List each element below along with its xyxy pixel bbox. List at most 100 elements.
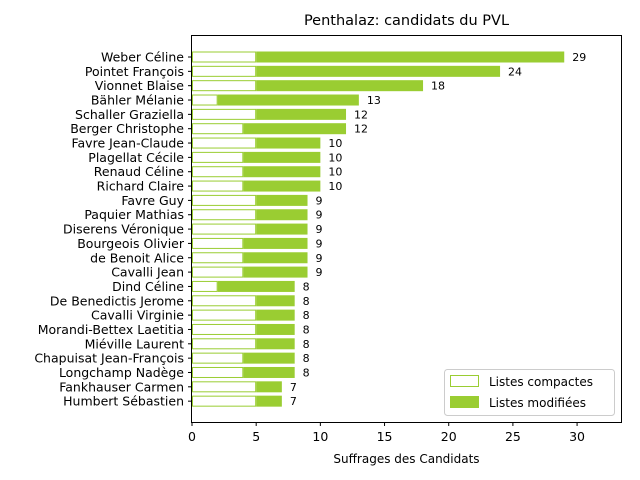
bar-compactes <box>192 295 257 307</box>
bar-compactes <box>192 395 257 407</box>
plot-frame <box>191 35 622 423</box>
bar-modifiees <box>256 51 565 63</box>
y-tick-label: Renaud Céline <box>94 164 185 179</box>
y-tick-label: Cavalli Jean <box>111 265 184 280</box>
bar-modifiees <box>243 237 308 249</box>
bar-compactes <box>192 266 244 278</box>
bar-modifiees <box>243 180 321 192</box>
bar-modifiees <box>256 65 501 77</box>
bar-modifiees <box>256 395 282 407</box>
bar-compactes <box>192 223 257 235</box>
y-tick-label: Bähler Mélanie <box>91 93 184 108</box>
bar-compactes <box>192 338 257 350</box>
y-tick-label: Weber Céline <box>101 50 184 65</box>
legend-box <box>444 369 615 416</box>
bar-compactes <box>192 108 257 120</box>
y-tick-label: Berger Christophe <box>70 121 184 136</box>
x-tick-label: 20 <box>441 429 457 444</box>
bar-modifiees <box>243 252 308 264</box>
y-tick-label: Plagellat Cécile <box>88 150 184 165</box>
y-tick-label: Longchamp Nadège <box>59 365 184 380</box>
y-tick-label: Bourgeois Olivier <box>77 236 185 251</box>
value-label: 12 <box>354 108 368 121</box>
bar-modifiees <box>243 266 308 278</box>
y-tick-label: Fankhauser Carmen <box>59 379 184 394</box>
value-label: 8 <box>303 280 310 293</box>
value-label: 9 <box>316 266 323 279</box>
legend-label-modifiees: Listes modifiées <box>489 396 586 410</box>
value-label: 13 <box>367 94 381 107</box>
y-tick-label: Schaller Graziella <box>75 107 184 122</box>
y-tick-label: Favre Jean-Claude <box>71 136 184 151</box>
bar-modifiees <box>256 80 424 92</box>
y-tick-label: Vionnet Blaise <box>95 78 185 93</box>
bar-modifiees <box>256 108 347 120</box>
bar-compactes <box>192 151 244 163</box>
y-tick-label: Diserens Véronique <box>63 222 184 237</box>
bar-compactes <box>192 237 244 249</box>
y-tick-label: Richard Claire <box>97 179 185 194</box>
bar-compactes <box>192 180 244 192</box>
bar-modifiees <box>256 381 282 393</box>
bar-modifiees <box>256 223 308 235</box>
value-label: 9 <box>316 223 323 236</box>
bar-compactes <box>192 94 218 106</box>
bar-compactes <box>192 137 257 149</box>
bar-modifiees <box>256 137 321 149</box>
bar-compactes <box>192 252 244 264</box>
bar-modifiees <box>243 123 347 135</box>
legend-label-compactes: Listes compactes <box>489 375 593 389</box>
legend-swatch-compactes <box>450 375 479 387</box>
bar-compactes <box>192 209 257 221</box>
value-label: 8 <box>303 309 310 322</box>
value-label: 7 <box>290 395 297 408</box>
x-tick-label: 10 <box>312 429 328 444</box>
value-label: 9 <box>316 194 323 207</box>
bar-compactes <box>192 366 244 378</box>
bar-compactes <box>192 323 257 335</box>
x-axis: 0 5 10 15 20 25 30 <box>188 422 585 444</box>
bar-modifiees <box>217 94 359 106</box>
value-label: 18 <box>431 80 445 93</box>
value-label: 12 <box>354 123 368 136</box>
value-label: 24 <box>508 65 522 78</box>
value-label: 10 <box>328 151 342 164</box>
bar-modifiees <box>243 166 321 178</box>
y-tick-label: Morandi-Bettex Laetitia <box>38 322 184 337</box>
value-label: 8 <box>303 295 310 308</box>
value-label: 9 <box>316 237 323 250</box>
bar-modifiees <box>256 338 295 350</box>
y-tick-label: Dind Céline <box>112 279 184 294</box>
value-label: 10 <box>328 137 342 150</box>
x-tick-label: 5 <box>252 429 260 444</box>
value-label: 8 <box>303 323 310 336</box>
y-tick-label: de Benoit Alice <box>90 250 184 265</box>
bar-compactes <box>192 166 244 178</box>
bar-compactes <box>192 309 257 321</box>
chart-title: Penthalaz: candidats du PVL <box>304 13 509 29</box>
bar-compactes <box>192 65 257 77</box>
value-label: 10 <box>328 166 342 179</box>
y-tick-label: Favre Guy <box>121 193 184 208</box>
bar-modifiees <box>217 280 295 292</box>
value-label: 29 <box>572 51 586 64</box>
bar-modifiees <box>256 295 295 307</box>
x-tick-label: 25 <box>505 429 521 444</box>
value-label: 8 <box>303 338 310 351</box>
bar-modifiees <box>256 309 295 321</box>
bar-compactes <box>192 352 244 364</box>
x-axis-label: Suffrages des Candidats <box>333 452 479 466</box>
bar-modifiees <box>243 366 295 378</box>
value-label: 9 <box>316 209 323 222</box>
value-label: 9 <box>316 252 323 265</box>
value-label: 8 <box>303 366 310 379</box>
value-label: 8 <box>303 352 310 365</box>
y-tick-label: Chapuisat Jean-François <box>34 351 184 366</box>
bars-group <box>192 51 565 407</box>
bar-compactes <box>192 280 218 292</box>
x-tick-label: 30 <box>569 429 585 444</box>
legend-swatch-modifiees <box>450 396 479 408</box>
